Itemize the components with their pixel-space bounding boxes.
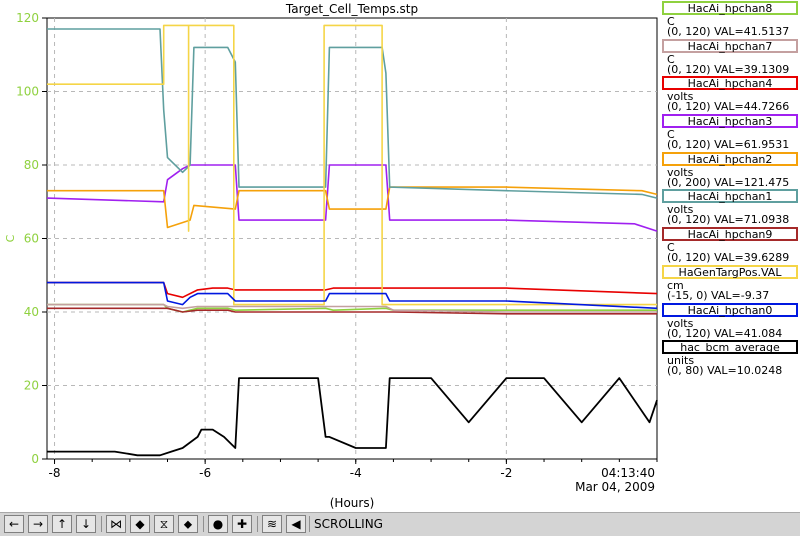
series-line-9 xyxy=(47,377,658,457)
legend-range-value: (0, 120) VAL=44.7266 xyxy=(667,100,790,114)
legend-item[interactable]: HacAi_hpchan0 volts (0, 120) VAL=41.084 xyxy=(661,302,800,340)
x-tick-label: -4 xyxy=(350,466,362,480)
legend-unit: C xyxy=(667,52,675,66)
legend-item[interactable]: HacAi_hpchan1 volts (0, 120) VAL=71.0938 xyxy=(661,188,800,226)
legend-unit: C xyxy=(667,241,675,255)
legend-range-value: (0, 80) VAL=10.0248 xyxy=(667,364,783,378)
legend-range-value: (0, 120) VAL=41.084 xyxy=(667,326,783,340)
y-tick-label: 40 xyxy=(24,305,39,319)
scroll-down-button[interactable]: ↓ xyxy=(76,515,96,533)
scroll-right-button[interactable]: → xyxy=(28,515,48,533)
legend-item[interactable]: HacAi_hpchan7 C (0, 120) VAL=39.1309 xyxy=(661,38,800,76)
series-line-4 xyxy=(47,186,658,229)
legend-series-name: HacAi_hpchan4 xyxy=(662,76,798,91)
mode-label: SCROLLING xyxy=(314,517,383,531)
legend-range-value: (-15, 0) VAL=-9.37 xyxy=(667,288,770,302)
legend-series-name: HacAi_hpchan1 xyxy=(662,189,798,204)
legend-item[interactable]: HacAi_hpchan4 volts (0, 120) VAL=44.7266 xyxy=(661,75,800,113)
legend-item[interactable]: hac_bcm_average units (0, 80) VAL=10.0248 xyxy=(661,339,800,377)
y-tick-label: 120 xyxy=(16,11,39,25)
x-tick-label: -8 xyxy=(49,466,61,480)
autoscale-button[interactable]: ≋ xyxy=(262,515,282,533)
legend-range-value: (0, 120) VAL=71.0938 xyxy=(667,213,790,227)
add-button[interactable]: ✚ xyxy=(232,515,252,533)
legend: HacAi_hpchan8 C (0, 120) VAL=41.5137 HacAi_… xyxy=(661,0,800,377)
zoom-y-in-button[interactable]: ⧖ xyxy=(154,515,174,533)
legend-item[interactable]: HaGenTargPos.VAL cm (-15, 0) VAL=-9.37 xyxy=(661,264,800,302)
series-line-8 xyxy=(47,281,658,310)
legend-unit: C xyxy=(667,15,675,28)
toolbar-separator xyxy=(257,516,258,532)
legend-range-value: (0, 200) VAL=121.475 xyxy=(667,175,790,189)
legend-series-name: HacAi_hpchan7 xyxy=(662,38,798,53)
legend-range-value: (0, 120) VAL=41.5137 xyxy=(667,25,790,38)
strip-chart: 0 20 40 60 80 100 120 -8 -6 -4 -2 Target_Cell_Temps… xyxy=(4,2,658,510)
series-line-2 xyxy=(47,281,658,299)
zoom-y-out-button[interactable]: ⬥ xyxy=(178,515,198,533)
y-tick-label: 60 xyxy=(24,232,39,246)
series-line-3 xyxy=(46,164,658,232)
legend-item[interactable]: HacAi_hpchan8 C (0, 120) VAL=41.5137 xyxy=(661,0,800,38)
record-button[interactable]: ● xyxy=(208,515,228,533)
legend-series-name: HaGenTargPos.VAL xyxy=(662,264,798,279)
date-label: Mar 04, 2009 xyxy=(575,480,655,494)
y-tick-label: 80 xyxy=(24,158,39,172)
series-line-1 xyxy=(47,303,657,313)
y-tick-label: 100 xyxy=(16,85,39,99)
legend-range-value: (0, 120) VAL=61.9531 xyxy=(667,138,790,152)
legend-unit: volts xyxy=(667,316,694,330)
legend-unit: units xyxy=(667,354,695,368)
legend-series-name: HacAi_hpchan0 xyxy=(662,302,798,317)
legend-item[interactable]: HacAi_hpchan2 volts (0, 200) VAL=121.475 xyxy=(661,151,800,189)
scroll-up-button[interactable]: ↑ xyxy=(52,515,72,533)
series-line-5 xyxy=(47,28,658,199)
back-button[interactable]: ◀ xyxy=(286,515,306,533)
time-label: 04:13:40 xyxy=(601,466,655,480)
legend-series-name: HacAi_hpchan2 xyxy=(662,151,798,166)
zoom-x-out-button[interactable]: ◆ xyxy=(130,515,150,533)
legend-range-value: (0, 120) VAL=39.6289 xyxy=(667,251,790,265)
legend-unit: volts xyxy=(667,90,694,104)
legend-unit: volts xyxy=(667,165,694,179)
legend-range-value: (0, 120) VAL=39.1309 xyxy=(667,62,790,76)
y-tick-label: 0 xyxy=(31,452,39,466)
toolbar-separator xyxy=(203,516,204,532)
zoom-x-in-button[interactable]: ⋈ xyxy=(106,515,126,533)
toolbar: SCROLLING ← → ↑ ↓ ⋈ ◆ ⧖ ⬥ ● ✚ ≋ ◀ xyxy=(0,512,800,536)
legend-item[interactable]: HacAi_hpchan3 C (0, 120) VAL=61.9531 xyxy=(661,113,800,151)
legend-unit: volts xyxy=(667,203,694,217)
toolbar-separator xyxy=(309,516,310,532)
toolbar-separator xyxy=(101,516,102,532)
legend-item[interactable]: HacAi_hpchan9 C (0, 120) VAL=39.6289 xyxy=(661,226,800,264)
legend-unit: cm xyxy=(667,278,684,292)
x-tick-label: -2 xyxy=(500,466,512,480)
x-tick-label: -6 xyxy=(199,466,211,480)
legend-unit: C xyxy=(667,128,675,142)
legend-series-name: hac_bcm_average xyxy=(662,340,798,355)
legend-series-name: HacAi_hpchan8 xyxy=(662,1,798,15)
series-line-6 xyxy=(47,307,657,315)
y-axis-label: C xyxy=(4,234,17,242)
y-tick-label: 20 xyxy=(24,379,39,393)
x-axis-label: (Hours) xyxy=(330,496,375,510)
series-line-7 xyxy=(47,24,657,306)
scroll-left-button[interactable]: ← xyxy=(4,515,24,533)
legend-series-name: HacAi_hpchan3 xyxy=(662,114,798,129)
legend-series-name: HacAi_hpchan9 xyxy=(662,227,798,242)
chart-title: Target_Cell_Temps.stp xyxy=(285,2,418,16)
